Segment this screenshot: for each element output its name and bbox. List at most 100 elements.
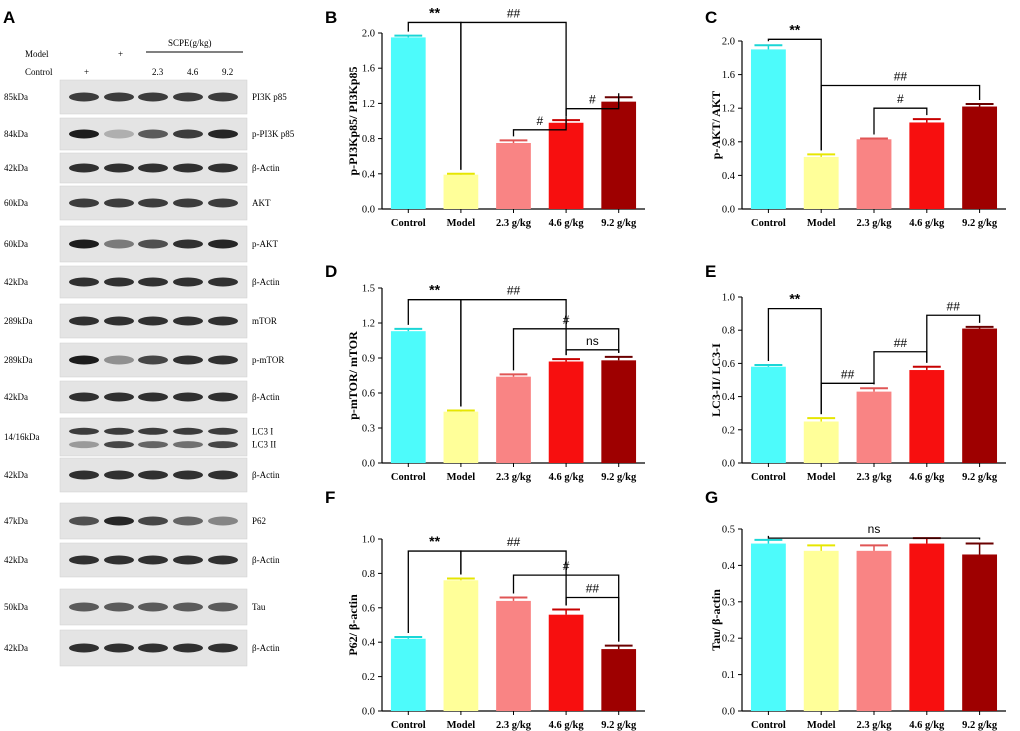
blot-band bbox=[104, 355, 134, 365]
significance-label: ns bbox=[868, 522, 881, 536]
chart-panel-c: C 0.0 0.4 0.8 1.2 1.6 2.0 p-AKT/ AKT Control Mode… bbox=[705, 8, 1006, 229]
blot-kda-label: 42kDa bbox=[4, 470, 28, 480]
blot-band bbox=[173, 316, 203, 326]
blot-band bbox=[173, 92, 203, 102]
blot-row-14: 50kDa Tau bbox=[4, 588, 266, 626]
y-tick-label: 0.6 bbox=[722, 359, 735, 370]
blot-band bbox=[173, 427, 203, 435]
x-tick-label: 4.6 g/kg bbox=[909, 472, 945, 483]
y-tick-label: 2.0 bbox=[362, 29, 375, 40]
x-tick-label: Model bbox=[807, 472, 836, 483]
protein-label: β-Actin bbox=[252, 163, 280, 173]
bar-4-6-g-kg bbox=[548, 614, 584, 711]
blot-band bbox=[173, 129, 203, 139]
significance-bracket bbox=[873, 107, 928, 135]
x-tick-label: Control bbox=[391, 720, 426, 731]
x-tick-label: Model bbox=[807, 720, 836, 731]
blot-kda-label: 84kDa bbox=[4, 129, 28, 139]
blot-band bbox=[173, 392, 203, 402]
protein-label: p-AKT bbox=[252, 239, 278, 249]
blot-band bbox=[138, 316, 168, 326]
y-axis-label: p-AKT/ AKT bbox=[709, 91, 723, 159]
blot-band bbox=[173, 643, 203, 653]
bar-4-6-g-kg bbox=[909, 122, 945, 209]
bar-model bbox=[443, 174, 479, 209]
x-tick-label: 4.6 g/kg bbox=[549, 720, 585, 731]
blot-band bbox=[69, 316, 99, 326]
y-tick-label: 0.2 bbox=[362, 672, 375, 683]
blot-band bbox=[104, 602, 134, 612]
blot-band bbox=[69, 355, 99, 365]
blot-band bbox=[104, 129, 134, 139]
blot-band bbox=[138, 92, 168, 102]
x-tick-label: Control bbox=[751, 472, 786, 483]
x-tick-label: Model bbox=[447, 472, 476, 483]
panel-letter-g: G bbox=[705, 488, 718, 507]
significance-bracket bbox=[460, 21, 567, 170]
y-axis-label: Tau/ β-actin bbox=[709, 589, 723, 651]
x-tick-label: Control bbox=[751, 218, 786, 229]
protein-label: Tau bbox=[252, 602, 266, 612]
significance-bracket bbox=[565, 349, 620, 356]
bar-9-2-g-kg bbox=[601, 101, 637, 209]
blot-row-7: 289kDa mTOR bbox=[4, 303, 277, 339]
x-tick-label: Model bbox=[807, 218, 836, 229]
y-tick-label: 0.4 bbox=[722, 561, 736, 572]
blot-row-4: 60kDa AKT bbox=[4, 185, 271, 221]
blot-band bbox=[208, 198, 238, 208]
blot-kda-label: 50kDa bbox=[4, 602, 28, 612]
y-tick-label: 0.1 bbox=[722, 670, 735, 681]
protein-label: p-PI3K p85 bbox=[252, 129, 295, 139]
blot-band bbox=[173, 239, 203, 249]
blot-band bbox=[104, 427, 134, 435]
blot-strip bbox=[59, 417, 248, 457]
y-tick-label: 0.0 bbox=[362, 707, 375, 718]
blot-band bbox=[69, 92, 99, 102]
bar-control bbox=[390, 638, 426, 711]
bar-charts: B 0.0 0.4 0.8 1.2 1.6 2.0 p-PI3Kp85/ PI3Kp85 Con… bbox=[325, 4, 1006, 731]
blot-kda-label: 42kDa bbox=[4, 643, 28, 653]
y-tick-label: 0.8 bbox=[722, 326, 735, 337]
significance-bracket bbox=[512, 116, 567, 137]
blot-band-lower bbox=[173, 441, 203, 449]
y-tick-label: 1.6 bbox=[362, 64, 375, 75]
y-tick-label: 1.0 bbox=[722, 293, 735, 304]
blot-kda-label: 60kDa bbox=[4, 198, 28, 208]
blot-band bbox=[69, 392, 99, 402]
blot-band bbox=[173, 602, 203, 612]
panel-letter-e: E bbox=[705, 262, 716, 281]
y-tick-label: 0.9 bbox=[362, 354, 375, 365]
x-tick-label: 2.3 g/kg bbox=[496, 472, 532, 483]
blot-kda-label: 289kDa bbox=[4, 355, 33, 365]
blot-row-1: 85kDa PI3K p85 bbox=[4, 79, 287, 115]
control-plus-mark: + bbox=[84, 67, 89, 77]
blot-band bbox=[104, 239, 134, 249]
bar-2-3-g-kg bbox=[856, 139, 892, 209]
x-tick-label: 2.3 g/kg bbox=[856, 720, 892, 731]
y-tick-label: 0.8 bbox=[362, 569, 375, 580]
significance-bracket bbox=[767, 307, 822, 415]
y-tick-label: 1.6 bbox=[722, 70, 735, 81]
bar-4-6-g-kg bbox=[548, 122, 584, 209]
bar-9-2-g-kg bbox=[962, 106, 998, 209]
blot-kda-label: 42kDa bbox=[4, 163, 28, 173]
x-tick-label: 4.6 g/kg bbox=[549, 472, 585, 483]
y-tick-label: 1.2 bbox=[722, 104, 735, 115]
x-tick-label: Control bbox=[391, 218, 426, 229]
blot-band bbox=[69, 129, 99, 139]
blot-kda-label: 42kDa bbox=[4, 392, 28, 402]
dose-label-2-3: 2.3 bbox=[152, 67, 164, 77]
protein-label: β-Actin bbox=[252, 277, 280, 287]
blot-band bbox=[138, 355, 168, 365]
blot-band bbox=[69, 239, 99, 249]
bar-9-2-g-kg bbox=[601, 360, 637, 463]
blot-band bbox=[208, 355, 238, 365]
x-tick-label: Control bbox=[751, 720, 786, 731]
scpe-label: SCPE(g/kg) bbox=[168, 38, 212, 48]
y-axis-label: p-mTOR/ mTOR bbox=[346, 331, 360, 420]
bar-model bbox=[803, 550, 839, 711]
blot-band bbox=[69, 643, 99, 653]
blot-band bbox=[173, 198, 203, 208]
y-tick-label: 0.5 bbox=[722, 525, 735, 536]
protein-label: LC3 I bbox=[252, 426, 273, 436]
